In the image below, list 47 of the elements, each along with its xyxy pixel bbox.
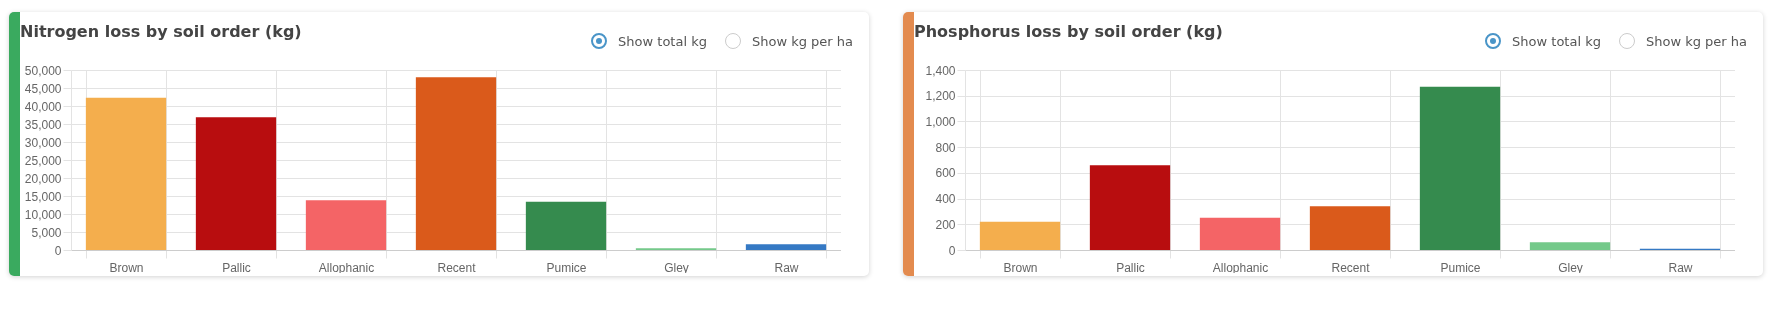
- text: Show total kg: [618, 33, 707, 49]
- x-tick-label: Pumice: [546, 260, 587, 275]
- chart-title: Nitrogen loss by soil order (kg): [20, 22, 302, 41]
- x-tick-label: Recent: [437, 260, 477, 275]
- y-tick-label: 15,000: [24, 189, 62, 204]
- text: Show kg per ha: [1645, 33, 1747, 49]
- text: Show total kg: [1512, 33, 1601, 49]
- bar: [415, 77, 497, 250]
- y-tick-label: 30,000: [24, 135, 62, 150]
- x-tick-label: Pallic: [222, 260, 251, 275]
- y-tick-label: 1,400: [925, 63, 956, 78]
- y-tick-label: 20,000: [24, 171, 62, 186]
- x-tick-label: Raw: [1668, 260, 1693, 275]
- y-tick-label: 5,000: [31, 225, 62, 240]
- x-tick-label: Raw: [774, 260, 799, 275]
- y-tick-label: 200: [935, 217, 956, 232]
- bar: [195, 117, 277, 250]
- x-tick-label: Pallic: [1116, 260, 1145, 275]
- y-tick-label: 25,000: [24, 153, 62, 168]
- y-tick-label: 0: [54, 243, 62, 258]
- bar: [1089, 165, 1171, 250]
- bar: [1419, 86, 1501, 250]
- y-tick-label: 0: [948, 243, 956, 258]
- y-tick-label: 1,000: [925, 114, 956, 129]
- y-tick-label: 45,000: [24, 81, 62, 96]
- y-tick-label: 600: [935, 166, 956, 181]
- bar: [1309, 206, 1391, 250]
- y-tick-label: 50,000: [24, 63, 62, 78]
- bar: [525, 201, 607, 250]
- y-tick-label: 35,000: [24, 117, 62, 132]
- bar: [85, 97, 167, 250]
- bar: [745, 244, 827, 250]
- y-tick-label: 800: [935, 140, 956, 155]
- bar: [305, 200, 387, 250]
- bar: [1199, 217, 1281, 250]
- x-tick-label: Brown: [109, 260, 144, 275]
- text: Show kg per ha: [751, 33, 853, 49]
- chart-title: Phosphorus loss by soil order (kg): [914, 22, 1223, 41]
- x-tick-label: Pumice: [1440, 260, 1481, 275]
- y-tick-label: 40,000: [24, 99, 62, 114]
- y-tick-label: 1,200: [925, 89, 956, 104]
- x-tick-label: Recent: [1331, 260, 1371, 275]
- x-tick-label: Brown: [1003, 260, 1038, 275]
- y-tick-label: 10,000: [24, 207, 62, 222]
- bar: [1529, 242, 1611, 250]
- y-tick-label: 400: [935, 192, 956, 207]
- bar: [979, 221, 1061, 250]
